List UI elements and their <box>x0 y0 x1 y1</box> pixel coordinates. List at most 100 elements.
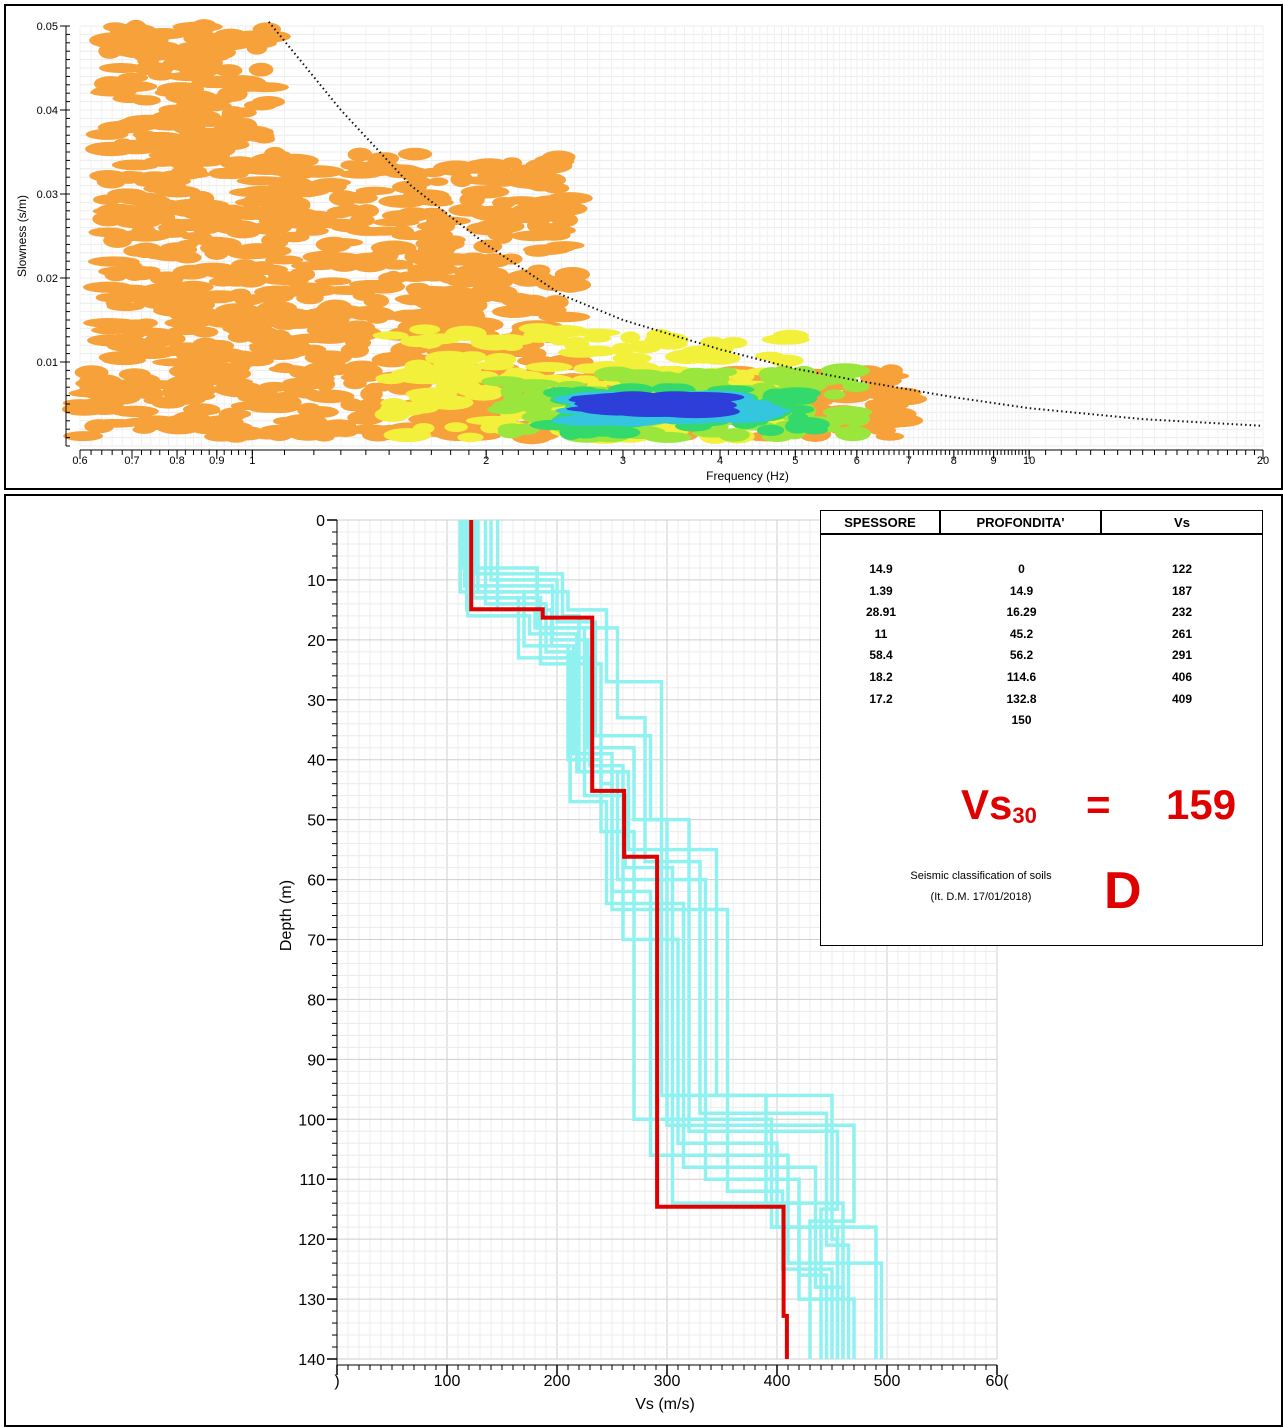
energy-blob <box>63 431 104 442</box>
energy-blob <box>873 420 894 436</box>
energy-blob <box>197 406 221 415</box>
energy-blob <box>158 222 182 233</box>
x-tick-label: 3 <box>620 455 626 467</box>
energy-blob <box>292 165 345 178</box>
thickness-cell: 11 <box>874 626 888 641</box>
vs-cell: 232 <box>1171 605 1193 620</box>
energy-blob <box>383 270 404 287</box>
alternative-profile <box>459 520 851 1359</box>
energy-blob <box>267 270 299 281</box>
x-tick-label: 6 <box>854 455 860 467</box>
energy-blob <box>863 376 902 386</box>
energy-blob <box>254 336 286 352</box>
energy-blob <box>513 213 551 222</box>
table-row: 18.2 114.6 406 <box>821 667 1262 689</box>
energy-blob <box>372 331 409 340</box>
alternative-profile <box>466 520 829 1359</box>
energy-blob <box>782 392 818 405</box>
y-tick-label: 130 <box>298 1292 325 1309</box>
energy-blob <box>117 117 159 130</box>
energy-blob <box>361 427 394 442</box>
alternative-profile <box>462 520 840 1359</box>
vs-cell: 122 <box>1171 562 1193 576</box>
energy-blob <box>533 154 575 168</box>
x-tick-label: 8 <box>951 455 957 467</box>
energy-blob <box>497 423 526 435</box>
x-tick-label: 0.9 <box>209 455 224 467</box>
y-tick-label: 90 <box>307 1052 325 1069</box>
energy-blob <box>118 319 154 332</box>
energy-blob <box>157 45 182 55</box>
energy-blob <box>139 346 191 357</box>
energy-blob <box>115 269 141 279</box>
energy-blob <box>112 138 135 152</box>
energy-blob <box>256 291 294 303</box>
energy-blob <box>110 405 159 418</box>
energy-blob <box>466 221 513 236</box>
depth-cell: 114.6 <box>1006 669 1037 684</box>
energy-blob <box>207 377 253 387</box>
energy-blob <box>409 324 441 335</box>
energy-blob <box>311 304 362 321</box>
energy-blob <box>115 216 161 229</box>
x-tick-label: ) <box>334 1373 339 1390</box>
energy-blob <box>116 37 152 52</box>
energy-blob <box>490 210 522 225</box>
x-tick-label: 60( <box>985 1373 1009 1390</box>
energy-blob <box>204 245 230 260</box>
thickness-cell: 28.91 <box>865 605 897 620</box>
energy-blob <box>427 177 449 187</box>
energy-blob <box>511 381 551 390</box>
energy-blob <box>785 405 815 414</box>
energy-blob <box>159 86 185 96</box>
vs-cell: 406 <box>1171 669 1193 684</box>
energy-blob <box>331 426 359 438</box>
energy-blob <box>419 298 466 313</box>
energy-blob <box>444 422 468 433</box>
energy-blob <box>193 61 220 78</box>
table-row: 1.39 14.9 187 <box>821 581 1262 603</box>
energy-blob <box>378 195 428 208</box>
energy-blob <box>532 195 579 204</box>
table-row: 28.91 16.29 232 <box>821 602 1262 624</box>
energy-blob <box>719 336 748 349</box>
x-tick-label: 500 <box>874 1373 901 1390</box>
dispersion-chart: 0.01 0.02 0.03 0.04 0.05 0.6 0.7 0.8 0.9 1 2 3 4 5 6 7 8… <box>15 19 1269 483</box>
energy-blob <box>111 159 160 171</box>
depth-cell: 0 <box>1018 562 1025 576</box>
thickness-cell: 58.4 <box>869 648 893 663</box>
energy-blob <box>159 297 190 312</box>
vs-cell: 187 <box>1171 583 1193 598</box>
energy-blob <box>332 220 362 233</box>
energy-blob <box>772 329 809 343</box>
energy-blob <box>138 386 164 401</box>
energy-blob <box>768 354 804 367</box>
vs-cell: 291 <box>1171 648 1193 663</box>
energy-blob <box>700 371 730 387</box>
y-tick-label: 0.01 <box>37 357 58 369</box>
energy-blob <box>79 398 126 408</box>
energy-blob <box>374 407 410 422</box>
energy-blob <box>353 254 381 268</box>
alternative-profile <box>483 520 845 1359</box>
depth-cell: 14.9 <box>1009 583 1034 598</box>
energy-blob <box>191 75 238 89</box>
energy-blob <box>265 255 304 265</box>
energy-blob <box>427 257 455 272</box>
energy-blob <box>148 150 186 160</box>
energy-blob <box>288 333 336 344</box>
thickness-cell: 18.2 <box>869 669 893 684</box>
energy-blob <box>577 400 658 411</box>
energy-blob <box>549 336 574 346</box>
depth-cell: 45.2 <box>1009 626 1034 641</box>
x-tick-label: 400 <box>764 1373 791 1390</box>
energy-blob <box>288 430 323 440</box>
y-tick-label: 30 <box>307 693 325 710</box>
energy-blob <box>290 283 339 297</box>
energy-blob <box>117 72 149 83</box>
energy-blob <box>834 425 871 442</box>
energy-blob <box>272 158 304 173</box>
y-tick-label: 50 <box>307 813 325 830</box>
x-tick-label: 200 <box>544 1373 571 1390</box>
energy-blob <box>180 232 212 241</box>
